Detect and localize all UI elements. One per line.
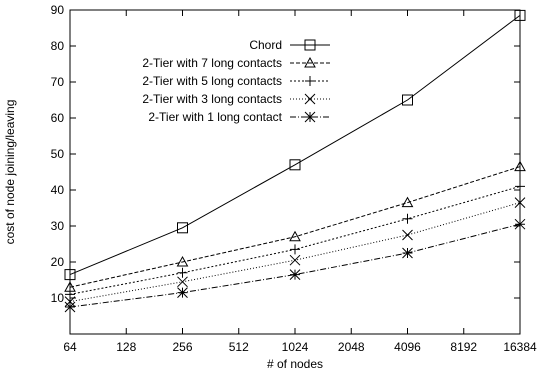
data-point-4-4 (514, 218, 526, 230)
y-tick-label: 90 (51, 3, 65, 17)
data-point-0-0 (64, 269, 76, 281)
y-axis-label: cost of node joining/leaving (3, 100, 17, 245)
x-tick-label: 8192 (450, 340, 477, 354)
x-tick-label: 1024 (282, 340, 309, 354)
y-tick-label: 50 (51, 147, 65, 161)
x-tick-label: 16384 (503, 340, 537, 354)
data-point-2-0 (65, 289, 75, 300)
data-point-0-4 (514, 9, 526, 21)
legend-marker-3 (304, 93, 316, 105)
legend: Chord 2-Tier with 7 long contacts 2-Tier w… (142, 38, 330, 124)
x-tick-label: 128 (116, 340, 136, 354)
data-point-1-3 (401, 196, 414, 208)
x-tick-label: 64 (63, 340, 77, 354)
legend-label-4: 2-Tier with 1 long contact (148, 110, 282, 124)
legend-label-1: 2-Tier with 7 long contacts (142, 56, 282, 70)
data-point-3-4 (514, 197, 526, 208)
data-point-4-2 (289, 269, 301, 280)
data-point-4-3 (402, 247, 413, 259)
data-point-2-2 (290, 244, 300, 255)
data-point-1-2 (289, 230, 301, 242)
y-tick-label: 10 (51, 291, 65, 305)
legend-marker-2 (305, 76, 315, 86)
data-point-3-3 (402, 229, 413, 241)
x-tick-label: 4096 (394, 340, 421, 354)
y-tick-label: 40 (51, 183, 65, 197)
data-point-2-3 (402, 213, 413, 224)
legend-label-2: 2-Tier with 5 long contacts (142, 74, 282, 88)
data-point-0-3 (402, 94, 413, 106)
y-tick-label: 80 (51, 39, 65, 53)
x-tick-label: 256 (172, 340, 192, 354)
legend-label-0: Chord (249, 38, 282, 52)
x-tick-label: 2048 (338, 340, 365, 354)
plot-frame (69, 9, 521, 335)
y-tick-label: 70 (51, 75, 65, 89)
legend-marker-4 (304, 111, 316, 123)
data-point-1-4 (514, 160, 526, 172)
series-line-1 (69, 166, 521, 288)
x-axis-label: # of nodes (267, 357, 323, 371)
x-tick-label: 512 (229, 340, 249, 354)
data-point-2-4 (515, 181, 525, 192)
legend-label-3: 2-Tier with 3 long contacts (142, 92, 282, 106)
data-point-1-1 (176, 255, 189, 267)
data-point-3-0 (64, 296, 76, 307)
data-point-3-2 (289, 254, 301, 266)
data-point-4-1 (177, 287, 188, 298)
data-point-2-1 (177, 267, 188, 278)
data-point-0-1 (177, 222, 188, 234)
legend-marker-1 (304, 56, 316, 68)
y-tick-label: 60 (51, 111, 65, 125)
legend-marker-0 (304, 39, 316, 51)
y-tick-label: 30 (51, 219, 65, 233)
data-point-3-1 (177, 276, 188, 288)
axis-ticks: 64 128 256 512 1024 2048 4096 8192 16384 10 20 30 40… (51, 3, 537, 354)
series-line-0 (69, 15, 521, 276)
series-group (64, 9, 526, 313)
data-point-0-2 (289, 159, 301, 171)
data-point-4-0 (64, 301, 76, 313)
y-tick-label: 20 (51, 255, 65, 269)
